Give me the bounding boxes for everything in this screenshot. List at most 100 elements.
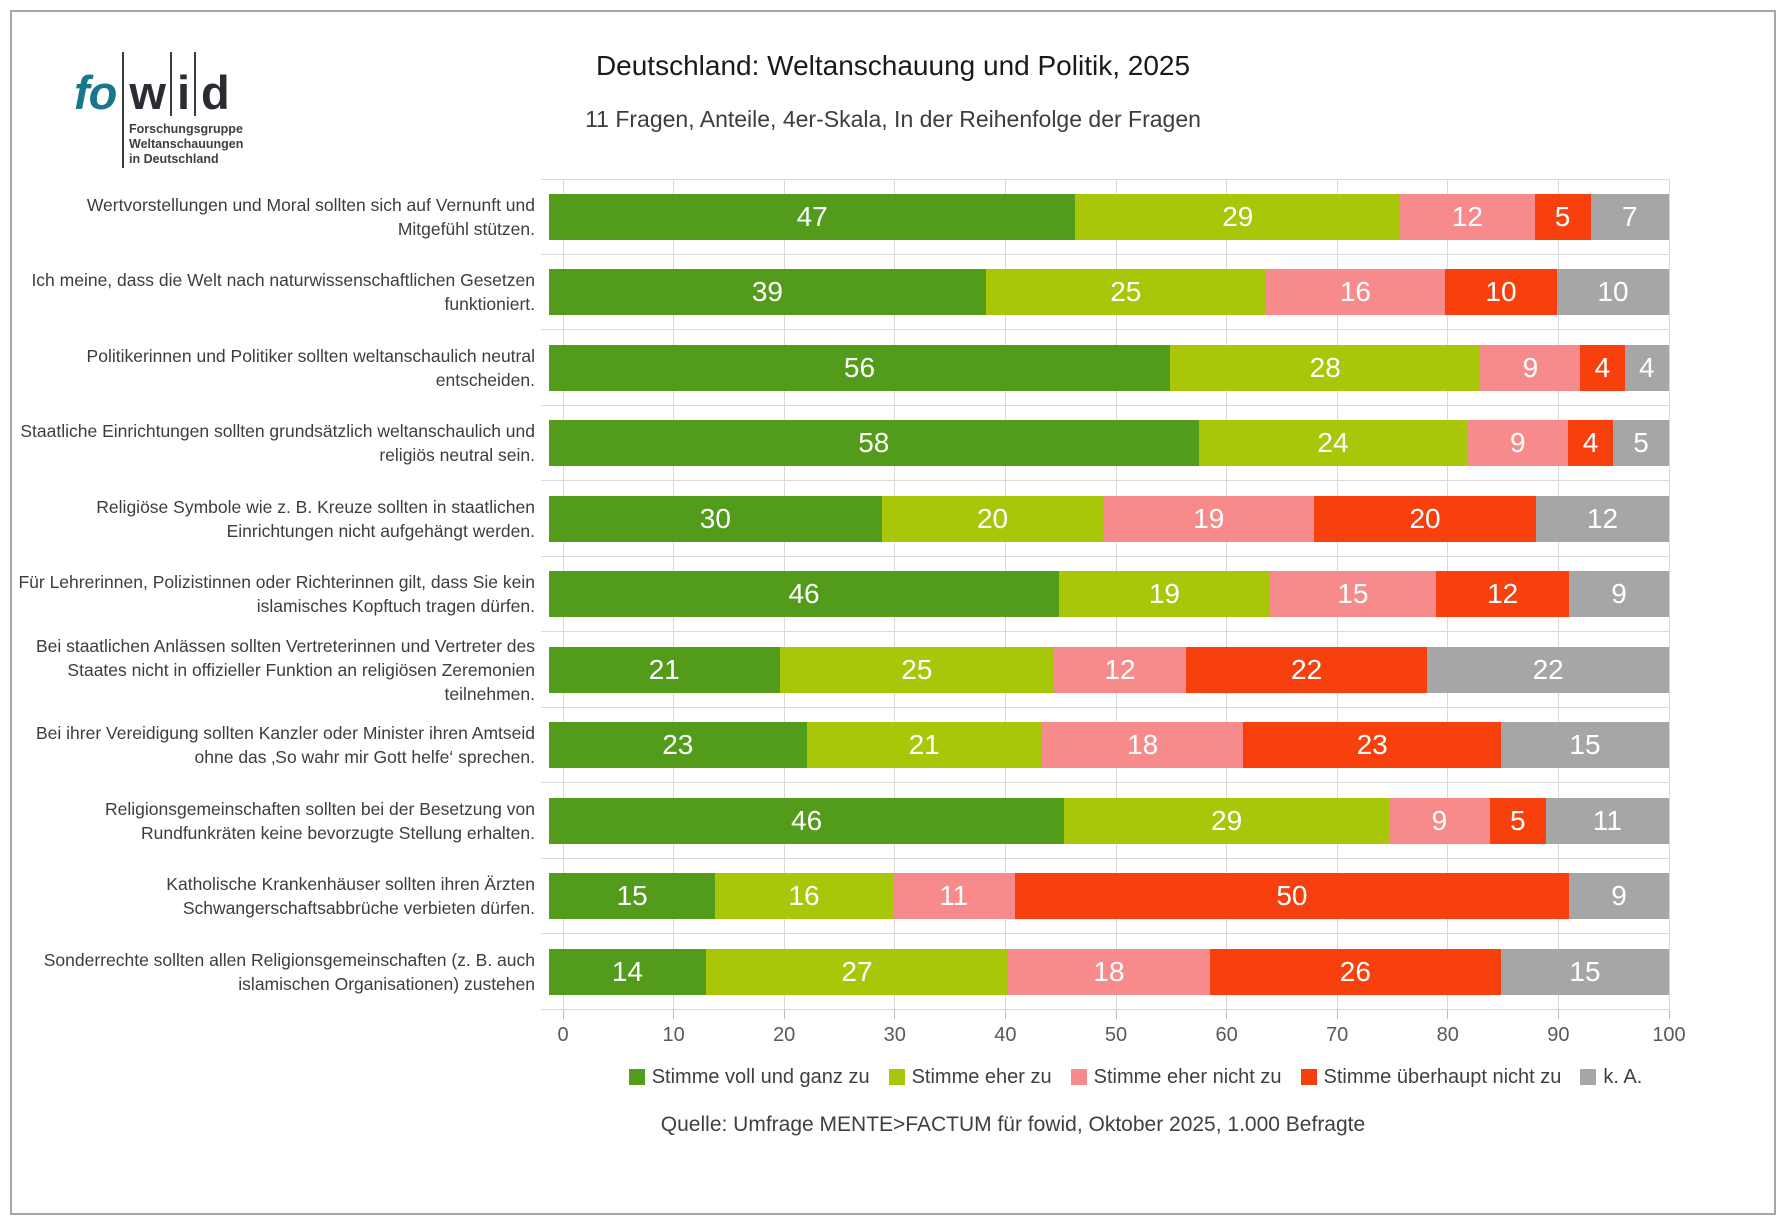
bar-segment: 22 bbox=[1427, 646, 1669, 693]
segment-value: 9 bbox=[1611, 578, 1627, 610]
segment-value: 20 bbox=[976, 502, 1009, 534]
segment-value: 5 bbox=[1554, 200, 1571, 232]
segment-value: 5 bbox=[1633, 427, 1649, 459]
segment-value: 25 bbox=[1110, 276, 1142, 308]
fowid-logo-wordmark: fo w i d bbox=[74, 52, 243, 168]
segment-value: 23 bbox=[1356, 729, 1388, 761]
bar-segment: 25 bbox=[985, 269, 1266, 316]
bar-segment: 30 bbox=[549, 495, 882, 542]
stacked-bar: 21 25 12 22 22 bbox=[549, 646, 1669, 693]
bar-segment: 24 bbox=[1198, 420, 1468, 467]
logo-divider-3 bbox=[194, 52, 196, 116]
stacked-bar: 47 29 12 5 7 bbox=[549, 193, 1669, 240]
logo-letter-w: w bbox=[129, 66, 166, 120]
chart-row: Sonderrechte sollten allen Religionsgeme… bbox=[12, 934, 1774, 1010]
x-axis: 0 10 20 30 40 50 60 70 80 90 100 bbox=[557, 1009, 1686, 1050]
bar-segment: 22 bbox=[1185, 646, 1428, 693]
axis-tick bbox=[894, 1009, 896, 1019]
segment-value: 18 bbox=[1093, 955, 1125, 987]
bar-segment: 50 bbox=[1014, 873, 1570, 920]
fowid-logo: fo w i d Forschungsgruppe Weltanschauung… bbox=[74, 52, 243, 168]
axis-tick bbox=[783, 1009, 785, 1019]
stacked-bar: 56 28 9 4 4 bbox=[549, 344, 1669, 391]
segment-value: 56 bbox=[843, 351, 876, 383]
segment-value: 47 bbox=[796, 200, 828, 232]
segment-value: 23 bbox=[662, 729, 694, 761]
bar-segment: 19 bbox=[1059, 571, 1270, 618]
chart-row: Wertvorstellungen und Moral sollten sich… bbox=[12, 179, 1774, 255]
legend-label: Stimme voll und ganz zu bbox=[651, 1065, 870, 1088]
row-label: Bei staatlichen Anlässen sollten Vertret… bbox=[35, 635, 535, 704]
row-label: Religiöse Symbole wie z. B. Kreuze sollt… bbox=[96, 496, 535, 541]
bar-segment: 4 bbox=[1624, 344, 1669, 391]
segment-value: 46 bbox=[791, 804, 823, 836]
row-track: 58 24 9 4 5 bbox=[541, 406, 1669, 481]
segment-value: 22 bbox=[1291, 653, 1323, 685]
bar-segment: 18 bbox=[1008, 948, 1210, 995]
chart-title: Deutschland: Weltanschauung und Politik,… bbox=[595, 50, 1191, 81]
segment-value: 39 bbox=[751, 276, 783, 308]
segment-value: 9 bbox=[1522, 351, 1539, 383]
axis-tick-label: 50 bbox=[1104, 1023, 1128, 1046]
row-label: Ich meine, dass die Welt nach naturwisse… bbox=[31, 270, 535, 315]
bar-segment: 4 bbox=[1568, 420, 1613, 467]
bar-segment: 21 bbox=[806, 722, 1042, 769]
axis-tick-label: 60 bbox=[1215, 1023, 1238, 1046]
axis-tick bbox=[1226, 1009, 1228, 1019]
row-label: Sonderrechte sollten allen Religionsgeme… bbox=[43, 949, 535, 994]
bar-segment: 18 bbox=[1041, 722, 1244, 769]
bar-segment: 46 bbox=[549, 571, 1060, 618]
bar-segment: 12 bbox=[1400, 193, 1535, 240]
logo-divider-2 bbox=[169, 52, 172, 116]
row-separator bbox=[541, 329, 1669, 330]
segment-value: 58 bbox=[858, 427, 890, 459]
row-separator bbox=[541, 1008, 1669, 1010]
chart-row: Religiöse Symbole wie z. B. Kreuze sollt… bbox=[12, 481, 1774, 557]
segment-value: 26 bbox=[1339, 955, 1371, 987]
legend-item: Stimme eher nicht zu bbox=[1070, 1066, 1282, 1089]
segment-value: 9 bbox=[1510, 427, 1526, 459]
chart-row: Katholische Krankenhäuser sollten ihren … bbox=[12, 859, 1774, 934]
source-note: Quelle: Umfrage MENTE>FACTUM für fowid, … bbox=[660, 1112, 1366, 1136]
bar-segment: 47 bbox=[549, 193, 1076, 240]
chart-row: Bei staatlichen Anlässen sollten Vertret… bbox=[12, 632, 1774, 708]
row-separator bbox=[541, 782, 1669, 783]
bar-segment: 20 bbox=[1314, 495, 1536, 542]
row-separator bbox=[541, 706, 1669, 708]
stacked-bar: 14 27 18 26 15 bbox=[549, 948, 1669, 995]
row-label: Religionsgemeinschaften sollten bei der … bbox=[105, 798, 535, 843]
bar-segment: 29 bbox=[1064, 797, 1389, 844]
bar-segment: 5 bbox=[1489, 797, 1546, 844]
bar-segment: 5 bbox=[1534, 193, 1591, 240]
segment-value: 15 bbox=[1569, 955, 1601, 987]
bar-segment: 26 bbox=[1209, 948, 1501, 995]
bar-segment: 25 bbox=[779, 646, 1055, 693]
bar-segment: 16 bbox=[1265, 269, 1445, 316]
legend-item: k. A. bbox=[1580, 1066, 1642, 1089]
segment-value: 11 bbox=[1592, 804, 1622, 836]
gridline bbox=[1668, 179, 1670, 1010]
logo-letters-fo: fo bbox=[74, 66, 117, 120]
segment-value: 50 bbox=[1276, 880, 1308, 912]
stacked-bar: 39 25 16 10 10 bbox=[549, 269, 1669, 316]
segment-value: 46 bbox=[788, 578, 820, 610]
bar-segment: 15 bbox=[1269, 571, 1437, 618]
bar-segment: 27 bbox=[705, 948, 1009, 995]
chart-row: Für Lehrerinnen, Polizistinnen oder Rich… bbox=[12, 557, 1774, 632]
logo-divider-1 bbox=[122, 52, 125, 168]
segment-value: 12 bbox=[1104, 653, 1136, 685]
bar-segment: 15 bbox=[549, 873, 716, 920]
segment-value: 5 bbox=[1509, 804, 1526, 836]
bar-segment: 28 bbox=[1169, 344, 1481, 391]
row-label: Politikerinnen und Politiker sollten wel… bbox=[86, 345, 535, 390]
row-track: 23 21 18 23 15 bbox=[541, 708, 1669, 783]
legend-swatch bbox=[1580, 1069, 1597, 1085]
axis-tick bbox=[1557, 1009, 1559, 1019]
bar-segment: 15 bbox=[1500, 722, 1669, 769]
chart-row: Bei ihrer Vereidigung sollten Kanzler od… bbox=[12, 708, 1774, 783]
segment-value: 14 bbox=[611, 955, 643, 987]
segment-value: 16 bbox=[1339, 276, 1371, 308]
legend-item: Stimme voll und ganz zu bbox=[628, 1065, 870, 1089]
bar-segment: 23 bbox=[549, 722, 807, 769]
segment-value: 10 bbox=[1485, 276, 1517, 308]
